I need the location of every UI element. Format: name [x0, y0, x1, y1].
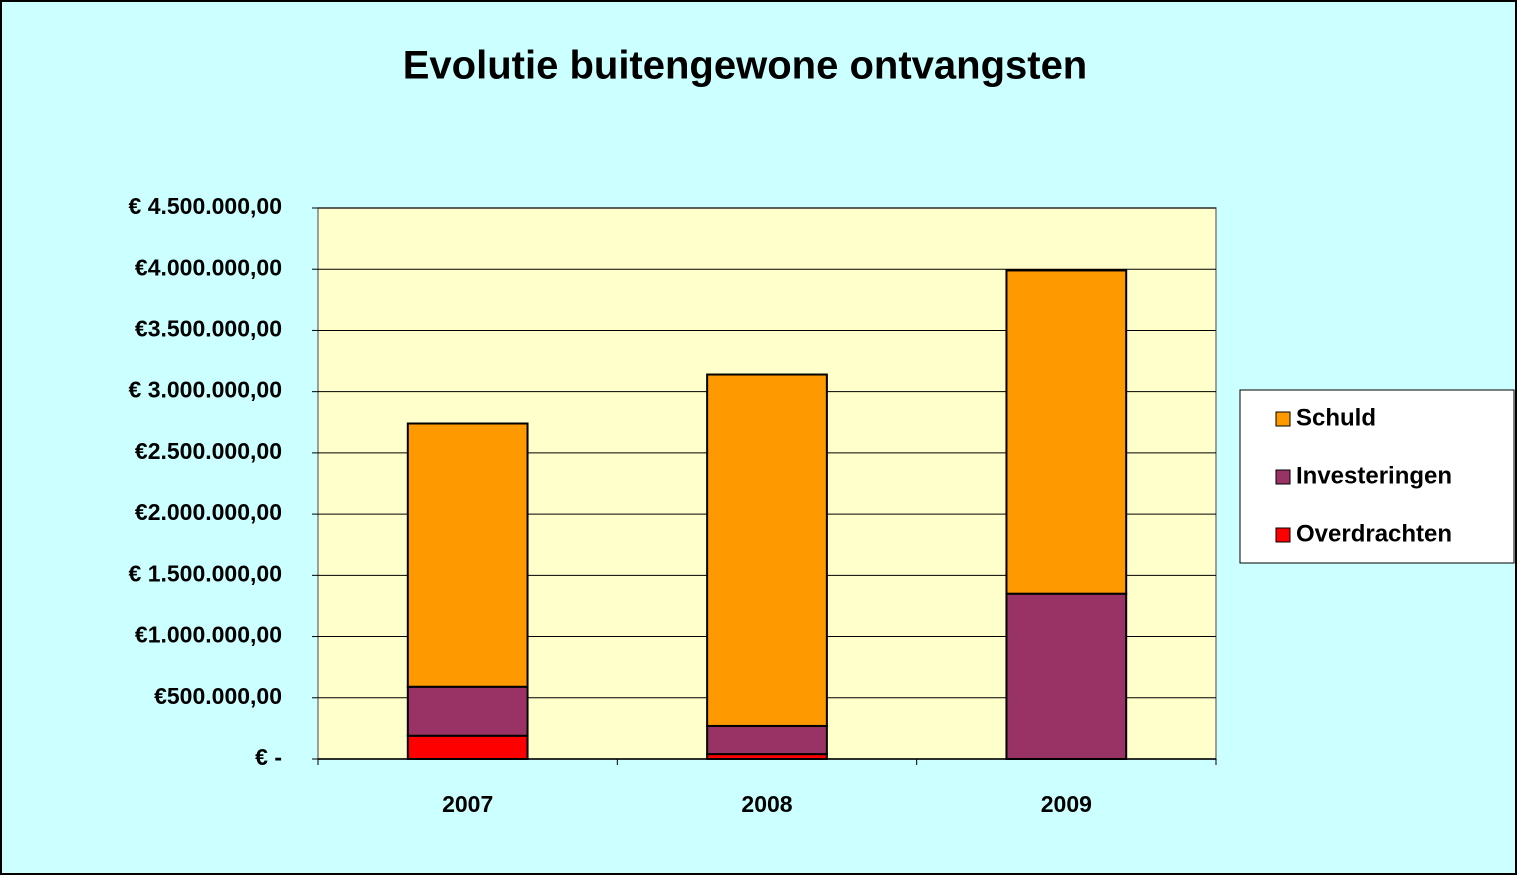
y-tick-label: €4.000.000,00: [135, 254, 282, 280]
y-tick-label: €500.000,00: [154, 683, 282, 709]
bar-segment: [706, 373, 828, 727]
y-tick-label: €2.500.000,00: [135, 438, 282, 464]
y-tick-label: € 3.000.000,00: [129, 377, 282, 403]
y-tick-label: €2.000.000,00: [135, 499, 282, 525]
bar-segment: [406, 734, 529, 760]
bar-segment: [1005, 592, 1128, 761]
y-tick-label: €3.500.000,00: [135, 316, 282, 342]
legend-label: Investeringen: [1296, 462, 1452, 489]
legend-swatch: [1275, 469, 1291, 485]
x-tick-label: 2007: [442, 791, 493, 817]
x-tick-label: 2009: [1041, 791, 1092, 817]
legend-label: Overdrachten: [1296, 520, 1452, 547]
y-tick-label: € 1.500.000,00: [129, 560, 282, 586]
legend-swatch: [1275, 527, 1291, 543]
bar-segment: [1005, 269, 1128, 595]
bar-segment: [406, 685, 529, 737]
x-tick-label: 2008: [741, 791, 792, 817]
legend-label: Schuld: [1296, 404, 1376, 431]
y-tick-label: € -: [255, 744, 282, 770]
bar-segment: [406, 422, 529, 688]
y-tick-label: €1.000.000,00: [135, 622, 282, 648]
chart-title: Evolutie buitengewone ontvangsten: [403, 44, 1088, 88]
legend-swatch: [1275, 411, 1291, 427]
y-tick-label: € 4.500.000,00: [129, 193, 282, 219]
bar-segment: [706, 724, 828, 756]
